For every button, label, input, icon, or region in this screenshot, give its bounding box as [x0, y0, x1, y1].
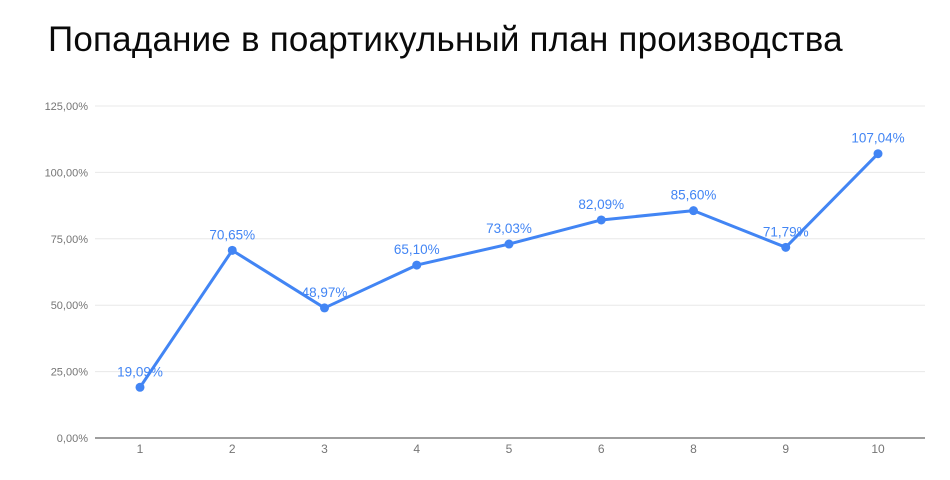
y-axis-tick-label: 25,00%	[51, 367, 89, 379]
x-axis-tick-label: 4	[413, 442, 420, 456]
y-axis-tick-label: 125,00%	[45, 101, 89, 113]
x-axis-tick-label: 2	[229, 442, 236, 456]
x-axis-tick-label: 5	[506, 442, 513, 456]
y-axis-tick-label: 75,00%	[51, 234, 89, 246]
series-line	[138, 152, 880, 389]
y-axis-tick-label: 50,00%	[51, 300, 89, 312]
x-axis-tick-label: 1	[137, 442, 144, 456]
x-axis-tick-label: 10	[871, 442, 885, 456]
data-point-label: 65,10%	[394, 242, 440, 257]
y-axis-tick-label: 100,00%	[45, 167, 89, 179]
data-point	[320, 303, 329, 313]
data-point	[135, 382, 145, 392]
data-point-label: 48,97%	[302, 285, 348, 300]
data-point-label: 107,04%	[851, 131, 904, 146]
x-axis-tick-label: 9	[782, 442, 789, 456]
data-point	[873, 149, 883, 159]
data-point-label: 73,03%	[486, 221, 532, 236]
data-point	[504, 239, 514, 249]
data-point-label: 85,60%	[671, 188, 717, 203]
data-point-label: 71,79%	[763, 224, 809, 239]
data-point	[227, 245, 237, 255]
x-axis-tick-label: 3	[321, 442, 328, 456]
chart-title: Попадание в поартикульный план производс…	[48, 20, 843, 59]
x-axis-tick-label: 8	[690, 442, 697, 456]
data-point-label: 82,09%	[578, 197, 624, 212]
y-axis-tick-label: 0,00%	[57, 433, 88, 445]
data-point	[596, 215, 606, 225]
x-axis-tick-label: 6	[598, 442, 605, 456]
data-point	[781, 242, 791, 252]
data-point	[689, 206, 698, 216]
data-point	[412, 260, 422, 270]
data-point-label: 70,65%	[209, 227, 255, 242]
data-point-label: 19,09%	[117, 364, 163, 379]
